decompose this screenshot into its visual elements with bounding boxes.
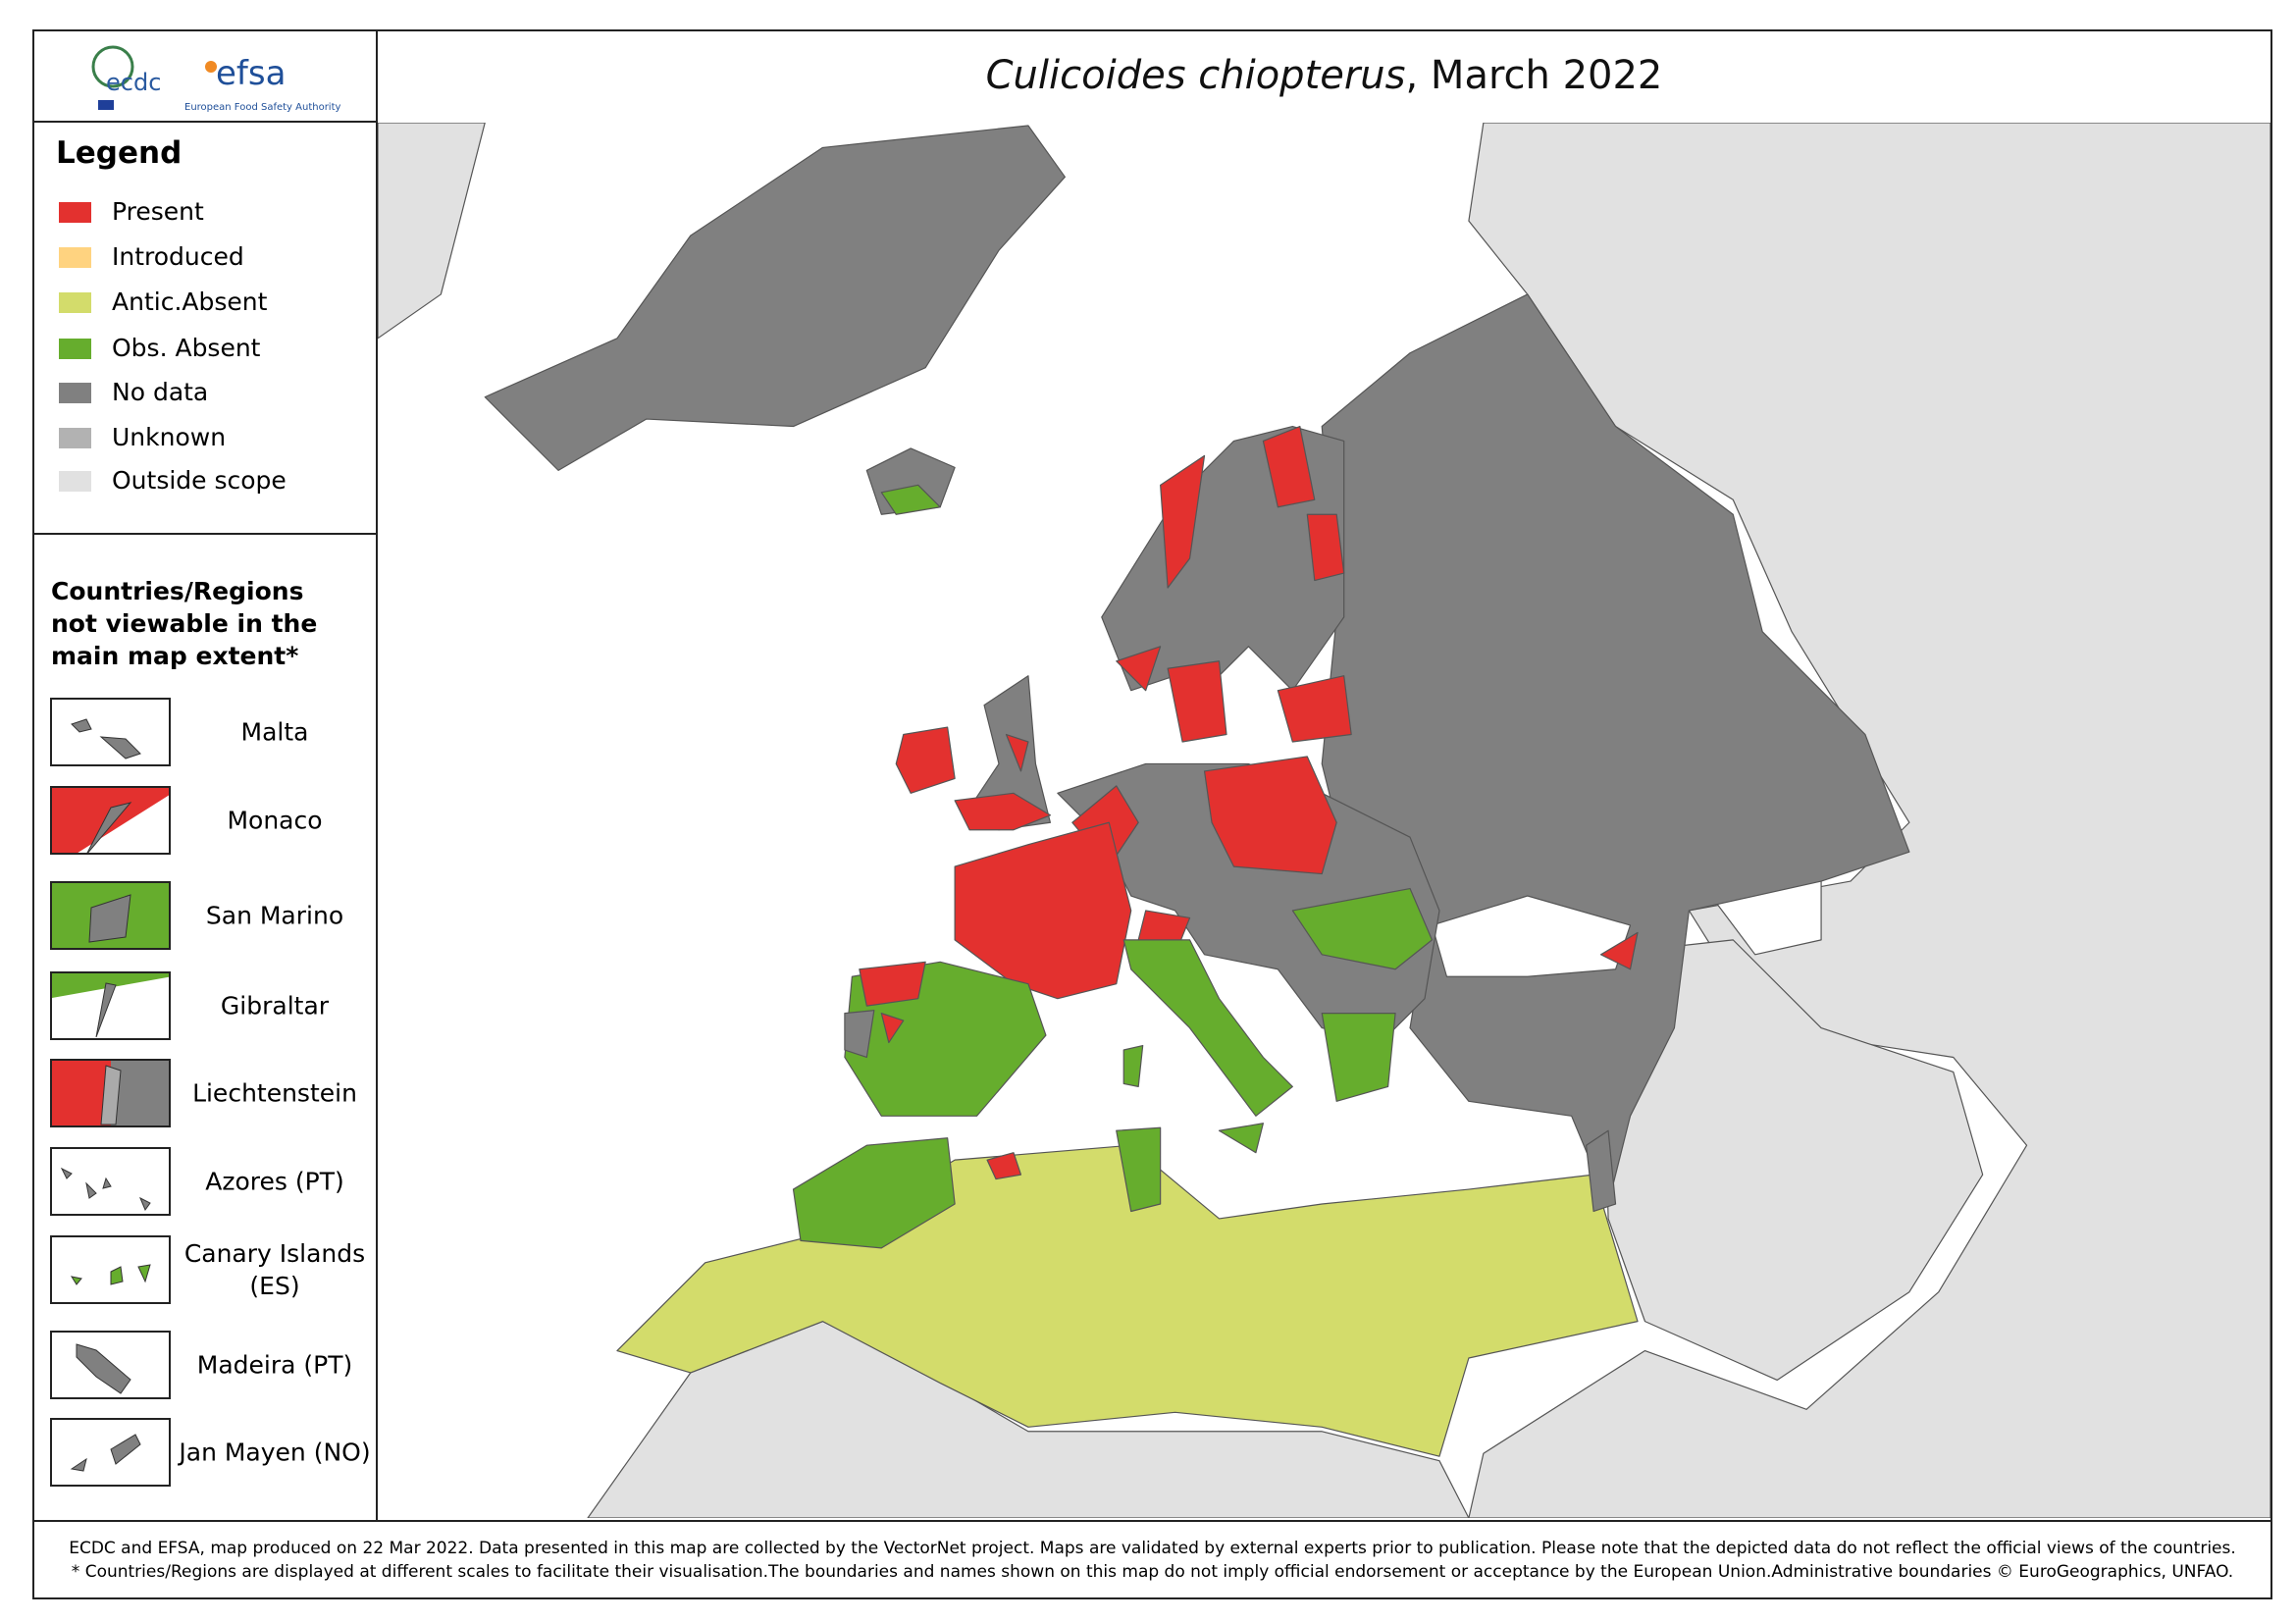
legend-swatch — [59, 471, 91, 492]
legend-label: Antic.Absent — [112, 288, 268, 316]
inset-shape — [71, 718, 141, 759]
inset-shape — [86, 802, 132, 853]
ireland — [895, 726, 956, 794]
outside-scope — [1599, 939, 1984, 1382]
divider — [32, 1520, 2272, 1522]
inset-shape — [76, 1343, 131, 1394]
legend-swatch — [59, 339, 91, 359]
inset-shape — [70, 1264, 151, 1285]
inset-box — [50, 1418, 171, 1487]
inset-map — [76, 1343, 131, 1394]
inset-label: Gibraltar — [220, 991, 330, 1020]
ecdc-globe — [91, 45, 134, 88]
legend-title: Legend — [56, 135, 183, 171]
inset-map — [71, 718, 141, 759]
inset-label: Madeira (PT) — [196, 1350, 353, 1380]
present-region — [954, 733, 1051, 831]
logos: ecdc efsa European Food Safety Authority — [91, 45, 341, 113]
ecdc-logo: ecdc — [106, 69, 161, 96]
side-panel — [32, 121, 378, 1522]
title-date: , March 2022 — [1405, 52, 1663, 98]
portugal-no-data — [844, 1010, 875, 1059]
black-sea — [1431, 895, 1632, 977]
legend-label: Outside scope — [112, 466, 287, 495]
inset-shape — [95, 982, 117, 1038]
footer-line: * Countries/Regions are displayed at dif… — [71, 1561, 2234, 1582]
present-region — [1116, 425, 1345, 692]
inset-map — [60, 1167, 151, 1212]
efsa-subtitle: European Food Safety Authority — [184, 102, 341, 113]
inset-box — [50, 786, 171, 855]
levant — [1586, 1129, 1617, 1213]
logo-panel — [32, 29, 378, 123]
france — [954, 821, 1132, 1000]
inset-box — [50, 971, 171, 1040]
italy — [1122, 939, 1293, 1154]
legend-swatch — [59, 383, 91, 403]
efsa-logo: efsa — [216, 54, 286, 93]
legend-swatch — [59, 247, 91, 268]
absent-region — [1291, 887, 1434, 1102]
present-region — [859, 961, 926, 1044]
legend-label: Obs. Absent — [112, 334, 261, 362]
divider — [32, 533, 378, 535]
inset-box — [50, 698, 171, 766]
inset-label: Azores (PT) — [205, 1167, 344, 1196]
inset-label: Malta — [240, 717, 309, 747]
inset-label: San Marino — [205, 901, 344, 930]
inset-map — [52, 973, 169, 1038]
inset-map — [70, 1264, 151, 1285]
inset-box — [50, 1331, 171, 1399]
inset-map — [52, 1061, 169, 1125]
legend-label: Introduced — [112, 242, 244, 271]
legend-swatch — [59, 292, 91, 313]
greenland — [484, 125, 1066, 471]
iceland-absent — [880, 484, 941, 515]
inset-map — [52, 788, 169, 853]
outside-scope — [378, 123, 486, 340]
inset-box — [50, 1059, 171, 1127]
present-region — [986, 1152, 1022, 1180]
eu-flag — [98, 100, 114, 110]
absent-region — [792, 1126, 1162, 1249]
uk — [968, 675, 1051, 831]
legend-label: Present — [112, 197, 204, 226]
inset-shape — [100, 1065, 122, 1125]
legend-swatch — [59, 428, 91, 448]
legend-label: No data — [112, 378, 209, 406]
map — [378, 123, 2270, 1518]
present-region — [1599, 931, 1639, 970]
inset-label: Monaco — [227, 806, 323, 835]
efsa-dot — [205, 61, 217, 73]
present-region — [1167, 660, 1352, 743]
inset-box — [50, 1147, 171, 1216]
inset-shape — [60, 1167, 151, 1212]
inset-box — [50, 881, 171, 950]
title: Culicoides chiopterus, March 2022 — [376, 29, 2272, 121]
inset-label: Liechtenstein — [192, 1078, 357, 1108]
inset-map — [52, 883, 169, 948]
title-species: Culicoides chiopterus — [985, 52, 1406, 98]
inset-label: Jan Mayen (NO) — [179, 1438, 371, 1467]
inset-box — [50, 1235, 171, 1304]
inset-shape — [88, 894, 131, 943]
inset-label: Canary Islands (ES) — [183, 1239, 366, 1300]
inset-shape — [52, 1061, 111, 1125]
footer: ECDC and EFSA, map produced on 22 Mar 20… — [32, 1520, 2272, 1599]
legend-label: Unknown — [112, 423, 227, 451]
legend-swatch — [59, 202, 91, 223]
inset-title: Countries/Regions not viewable in the ma… — [51, 577, 318, 670]
inset-shape — [70, 1434, 141, 1472]
frame — [32, 29, 2272, 1599]
footer-line: ECDC and EFSA, map produced on 22 Mar 20… — [69, 1538, 2236, 1558]
inset-map — [70, 1434, 141, 1472]
